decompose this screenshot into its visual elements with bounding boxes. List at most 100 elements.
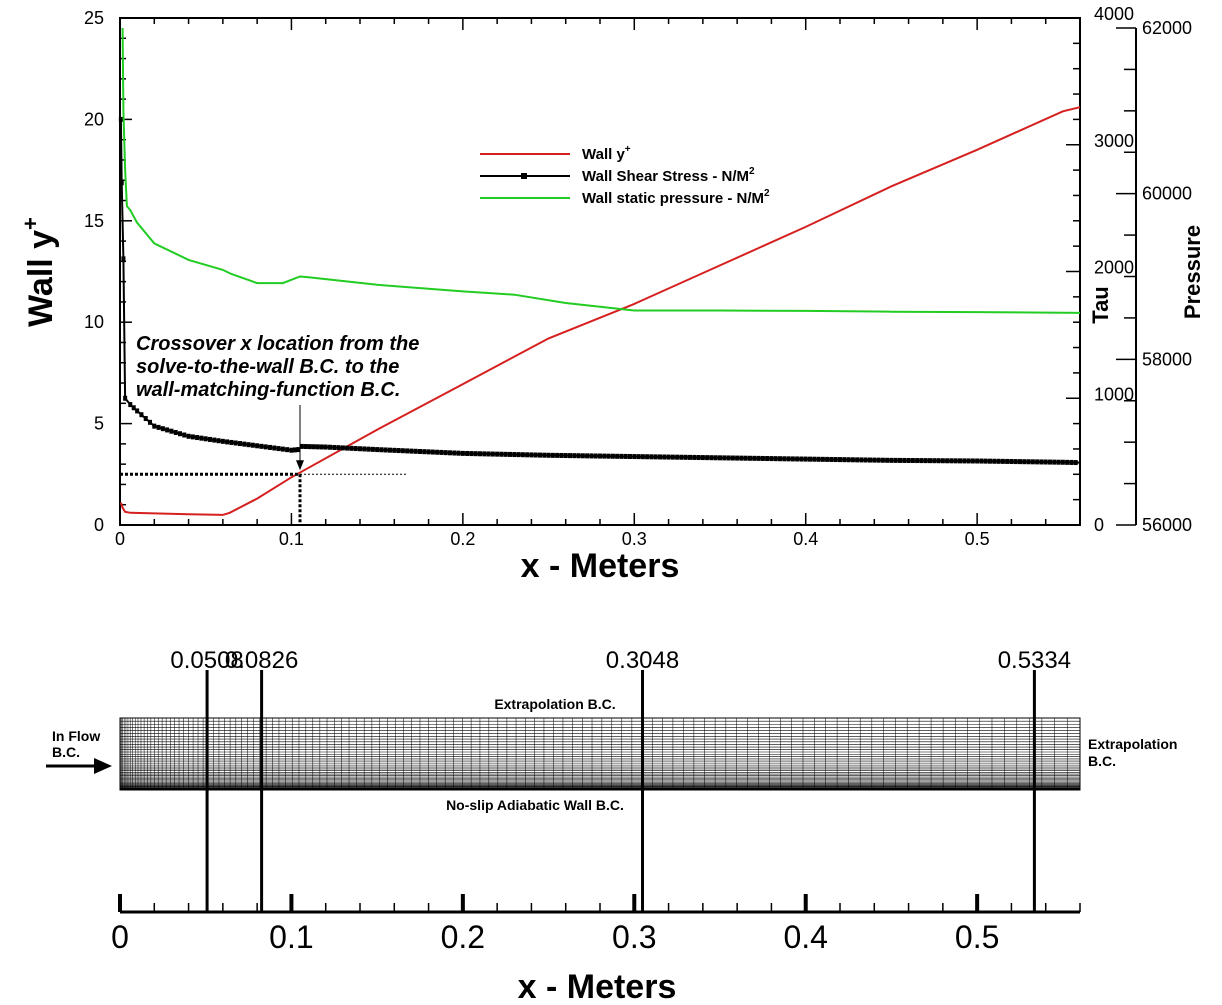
shear-point	[460, 450, 465, 456]
shear-point	[602, 453, 607, 459]
shear-point	[756, 455, 761, 461]
shear-point	[940, 458, 945, 464]
shear-point	[426, 449, 431, 455]
shear-point	[121, 256, 126, 262]
shear-point	[332, 444, 337, 450]
shear-point	[520, 452, 525, 458]
shear-point	[362, 446, 367, 452]
shear-point	[118, 116, 123, 122]
shear-point	[1035, 459, 1040, 465]
shear-point	[889, 457, 894, 463]
shear-point	[303, 444, 308, 450]
shear-point	[726, 455, 731, 461]
shear-point	[323, 444, 328, 450]
pressure-tick-label: 60000	[1142, 184, 1192, 204]
shear-point	[735, 455, 740, 461]
shear-point	[563, 453, 568, 459]
shear-point	[418, 448, 422, 454]
legend-entry-label: Wall y+	[582, 144, 631, 163]
shear-point	[319, 444, 324, 450]
shear-point	[799, 456, 804, 462]
shear-point	[503, 451, 508, 457]
shear-point	[649, 454, 654, 460]
shear-point	[160, 426, 165, 432]
x-tick-label: 0.1	[279, 529, 304, 549]
shear-point	[311, 444, 316, 450]
shear-point	[392, 447, 397, 453]
shear-point	[422, 449, 427, 455]
shear-point	[636, 454, 641, 460]
shear-point	[868, 457, 872, 463]
shear-point	[769, 456, 774, 462]
shear-point	[482, 451, 487, 457]
shear-point	[452, 450, 457, 456]
shear-point	[280, 446, 285, 452]
shear-point	[700, 455, 705, 461]
shear-point	[139, 412, 144, 418]
shear-point	[949, 458, 954, 464]
shear-point	[220, 438, 225, 444]
shear-point	[388, 447, 392, 453]
shear-point	[285, 447, 290, 453]
shear-point	[919, 458, 924, 464]
shear-point	[628, 453, 632, 459]
shear-point	[692, 454, 697, 460]
shear-point	[439, 449, 444, 455]
shear-point	[778, 456, 782, 462]
shear-point	[859, 457, 864, 463]
shear-point	[199, 435, 204, 441]
shear-point	[212, 437, 217, 443]
shear-point	[718, 455, 722, 461]
shear-point	[370, 446, 375, 452]
shear-point	[812, 456, 817, 462]
legend-marker	[521, 173, 527, 179]
shear-point	[872, 457, 877, 463]
shear-point	[538, 452, 542, 458]
shear-point	[1005, 458, 1010, 464]
shear-point	[499, 451, 504, 457]
shear-point	[953, 458, 958, 464]
shear-point	[542, 452, 547, 458]
inflow-label-1: In Flow	[52, 728, 100, 744]
shear-point	[825, 456, 830, 462]
shear-point	[1030, 459, 1035, 465]
shear-point	[152, 423, 157, 429]
legend-entry-sup: +	[625, 144, 631, 155]
y-left-tick-label: 10	[84, 312, 104, 332]
shear-point	[992, 458, 997, 464]
shear-point	[259, 443, 264, 449]
shear-point	[173, 429, 178, 435]
shear-point	[850, 457, 855, 463]
tau-tick-label: 1000	[1094, 384, 1134, 404]
shear-point	[307, 444, 312, 450]
shear-point	[1022, 459, 1027, 465]
x-tick-label: 0.5	[965, 529, 990, 549]
x-tick-label: 0.3	[622, 529, 647, 549]
station-label: 0.0826	[225, 647, 298, 674]
shear-point	[178, 431, 182, 437]
shear-point	[945, 458, 950, 464]
outflow-label-2: B.C.	[1088, 753, 1116, 769]
shear-point	[833, 457, 838, 463]
inflow-label-2: B.C.	[52, 744, 80, 760]
shear-point	[299, 443, 304, 449]
axis-tick-label: 0.4	[783, 919, 827, 955]
shear-point	[229, 439, 234, 445]
shear-point	[559, 452, 564, 458]
shear-point	[966, 458, 971, 464]
shear-point	[748, 455, 752, 461]
shear-point	[383, 447, 388, 453]
shear-point	[156, 424, 161, 430]
shear-point	[1000, 458, 1005, 464]
shear-point	[598, 453, 602, 459]
legend-entry-sup: 2	[749, 166, 755, 177]
shear-point	[653, 454, 658, 460]
shear-point	[131, 405, 136, 411]
shear-point	[555, 452, 560, 458]
shear-point	[169, 428, 174, 434]
shear-point	[658, 454, 662, 460]
shear-point	[443, 450, 448, 456]
tau-tick-label: 3000	[1094, 131, 1134, 151]
